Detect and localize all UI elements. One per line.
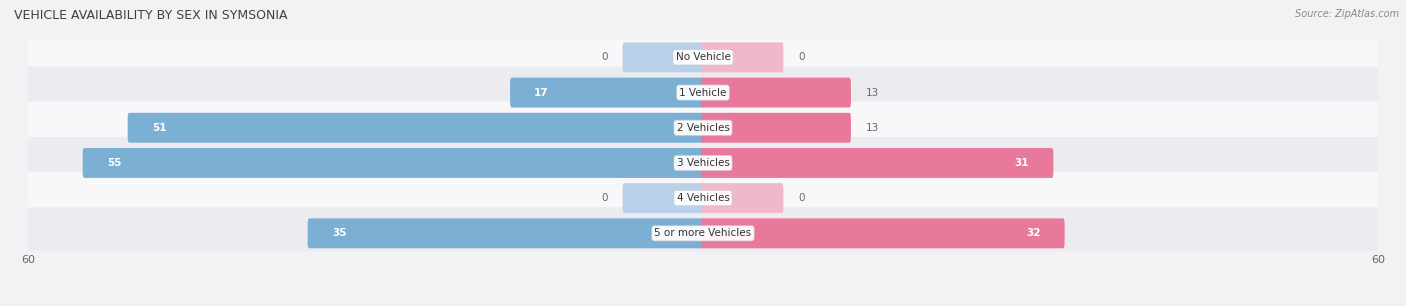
FancyBboxPatch shape: [25, 172, 1381, 224]
Text: 0: 0: [600, 52, 607, 62]
Text: No Vehicle: No Vehicle: [675, 52, 731, 62]
Text: 5 or more Vehicles: 5 or more Vehicles: [654, 228, 752, 238]
FancyBboxPatch shape: [128, 113, 704, 143]
FancyBboxPatch shape: [83, 148, 704, 178]
Text: Source: ZipAtlas.com: Source: ZipAtlas.com: [1295, 9, 1399, 19]
FancyBboxPatch shape: [702, 183, 783, 213]
Text: 2 Vehicles: 2 Vehicles: [676, 123, 730, 133]
Text: 32: 32: [1026, 228, 1040, 238]
FancyBboxPatch shape: [702, 148, 1053, 178]
Text: VEHICLE AVAILABILITY BY SEX IN SYMSONIA: VEHICLE AVAILABILITY BY SEX IN SYMSONIA: [14, 9, 288, 22]
FancyBboxPatch shape: [25, 31, 1381, 84]
Text: 0: 0: [799, 193, 806, 203]
FancyBboxPatch shape: [623, 183, 704, 213]
FancyBboxPatch shape: [702, 78, 851, 107]
Text: 0: 0: [600, 193, 607, 203]
Text: 35: 35: [332, 228, 346, 238]
FancyBboxPatch shape: [702, 218, 1064, 248]
FancyBboxPatch shape: [308, 218, 704, 248]
Text: 51: 51: [152, 123, 166, 133]
Text: 55: 55: [107, 158, 121, 168]
Text: 3 Vehicles: 3 Vehicles: [676, 158, 730, 168]
FancyBboxPatch shape: [25, 137, 1381, 189]
FancyBboxPatch shape: [623, 43, 704, 72]
FancyBboxPatch shape: [510, 78, 704, 107]
Text: 13: 13: [866, 88, 879, 98]
FancyBboxPatch shape: [25, 66, 1381, 119]
Text: 31: 31: [1015, 158, 1029, 168]
Text: 17: 17: [534, 88, 548, 98]
FancyBboxPatch shape: [25, 207, 1381, 259]
Text: 13: 13: [866, 123, 879, 133]
FancyBboxPatch shape: [702, 43, 783, 72]
Text: 0: 0: [799, 52, 806, 62]
Text: 4 Vehicles: 4 Vehicles: [676, 193, 730, 203]
FancyBboxPatch shape: [702, 113, 851, 143]
Text: 1 Vehicle: 1 Vehicle: [679, 88, 727, 98]
FancyBboxPatch shape: [25, 102, 1381, 154]
